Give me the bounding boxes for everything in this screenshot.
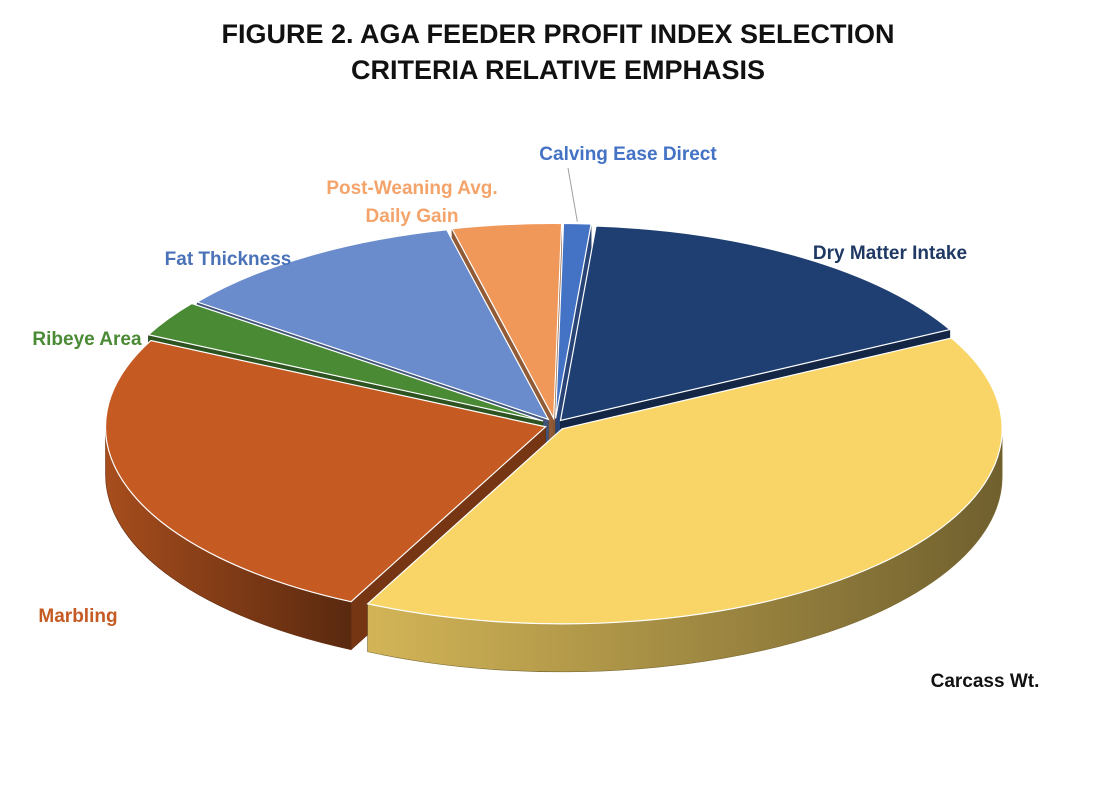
slice-label-ribeye-area: Ribeye Area <box>32 329 142 350</box>
chart-title-line-2: CRITERIA RELATIVE EMPHASIS <box>350 55 766 85</box>
slice-label-post-weaning-avg-daily-gain: Post-Weaning Avg. Daily Gain <box>326 178 497 227</box>
pie-tops <box>104 222 1003 625</box>
pie-labels: Calving Ease Direct Dry Matter Intake Carc… <box>32 144 1039 692</box>
slice-label-dry-matter-intake: Dry Matter Intake <box>813 243 967 264</box>
slice-marbling <box>104 339 547 603</box>
slice-label-calving-ease-direct: Calving Ease Direct <box>539 144 717 165</box>
slice-carcass-wt <box>366 337 1003 625</box>
slice-calving-ease-direct <box>554 222 592 419</box>
slice-label-fat-thickness: Fat Thickness <box>165 249 292 270</box>
slice-label-carcass-wt: Carcass Wt. <box>931 671 1040 692</box>
slice-ribeye-area <box>147 302 544 422</box>
slice-dry-matter-intake <box>559 225 952 422</box>
chart-title-line-1: FIGURE 2. AGA FEEDER PROFIT INDEX SELECT… <box>221 19 895 49</box>
leader-line-calving-ease-direct <box>567 167 578 222</box>
slice-label-marbling: Marbling <box>38 606 117 627</box>
chart-title: FIGURE 2. AGA FEEDER PROFIT INDEX SELECT… <box>0 16 1116 88</box>
slice-post-weaning-avg-daily-gain <box>451 222 563 421</box>
slice-fat-thickness <box>195 229 550 421</box>
